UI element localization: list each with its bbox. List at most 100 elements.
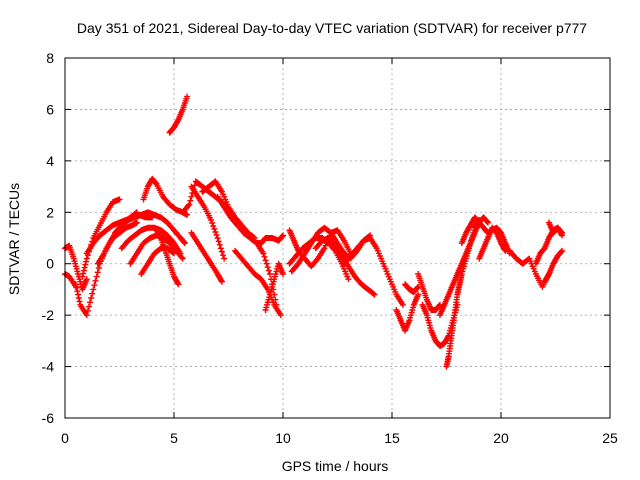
data-point	[73, 284, 80, 291]
data-point	[83, 258, 90, 265]
data-point	[92, 277, 99, 284]
data-point	[169, 249, 176, 256]
series-arc26	[341, 235, 406, 308]
series-arc27	[393, 291, 422, 334]
series-arc20	[247, 232, 286, 247]
data-point	[260, 250, 267, 257]
data-point	[83, 276, 90, 283]
data-point	[214, 235, 221, 241]
data-point	[95, 265, 102, 271]
data-point	[75, 295, 82, 301]
data-point	[218, 277, 225, 284]
data-point	[188, 193, 195, 200]
data-point	[88, 295, 95, 301]
data-point	[444, 334, 451, 340]
x-tick-label: 5	[170, 430, 178, 446]
data-point	[208, 217, 215, 223]
y-tick-label: 2	[46, 204, 54, 220]
data-point	[79, 273, 86, 280]
series-arc15	[188, 183, 228, 262]
data-point	[94, 269, 101, 276]
data-point	[262, 257, 269, 264]
data-point	[74, 288, 81, 295]
data-point	[209, 220, 216, 226]
data-point	[184, 93, 191, 100]
x-tick-label: 25	[602, 430, 618, 446]
data-point	[345, 276, 352, 283]
data-point	[80, 267, 87, 274]
x-axis-label: GPS time / hours	[282, 458, 389, 474]
y-tick-label: 4	[46, 153, 54, 169]
y-axis-label: SDTVAR / TECUs	[6, 183, 22, 295]
data-point	[218, 248, 225, 255]
data-point	[210, 223, 217, 229]
data-point	[185, 202, 192, 209]
series-arc18	[214, 193, 280, 308]
x-tick-label: 10	[275, 430, 291, 446]
y-tick-label: -2	[42, 307, 55, 323]
data-point	[436, 302, 443, 309]
data-point	[82, 261, 89, 268]
y-tick-label: -6	[42, 410, 55, 426]
data-point	[221, 255, 228, 262]
data-point	[371, 291, 378, 298]
y-tick-label: 0	[46, 256, 54, 272]
data-point	[213, 232, 220, 238]
series-arc9	[127, 232, 186, 267]
y-tick-label: 6	[46, 101, 54, 117]
data-point	[184, 211, 191, 218]
data-point	[220, 252, 227, 259]
data-point	[84, 307, 91, 314]
series-arc21	[262, 260, 286, 313]
data-point	[216, 241, 223, 248]
series-arc25	[312, 235, 378, 298]
data-point	[263, 260, 270, 267]
series-arc28	[402, 281, 422, 295]
data-point	[181, 240, 188, 247]
data-point	[175, 281, 182, 288]
data-point	[484, 218, 491, 225]
data-point	[181, 239, 188, 246]
data-point	[91, 282, 98, 289]
series-arc12	[153, 227, 182, 288]
data-point	[211, 226, 218, 232]
data-point	[280, 271, 286, 277]
series-arc34	[476, 224, 509, 262]
data-point	[545, 272, 552, 279]
data-point	[265, 267, 272, 274]
data-point	[87, 299, 94, 306]
series-arc37	[541, 247, 566, 285]
data-point	[559, 247, 566, 254]
data-point	[218, 278, 225, 285]
series-arc1	[62, 242, 90, 293]
chart-title: Day 351 of 2021, Sidereal Day-to-day VTE…	[77, 20, 587, 36]
data-point	[266, 271, 273, 277]
series-arc7	[112, 209, 188, 247]
data-point	[83, 312, 90, 319]
data-point	[261, 253, 268, 260]
data-point	[217, 245, 224, 252]
data-point	[76, 298, 83, 305]
series-arc35	[506, 247, 552, 290]
tick-labels: 0 5 10 15 20 25 -6 -4 -2 0 2 4 6 8	[42, 50, 618, 446]
data-point	[280, 232, 286, 239]
data-point	[187, 197, 194, 204]
data-point	[558, 231, 565, 238]
axis-ticks	[64, 57, 611, 419]
data-point	[399, 301, 406, 308]
data-point	[484, 219, 491, 226]
series-arc4	[79, 196, 123, 280]
series-arc30	[415, 271, 443, 313]
data-point	[414, 284, 421, 291]
data-point	[179, 255, 186, 262]
data-point	[264, 264, 271, 271]
x-tick-label: 15	[384, 430, 400, 446]
x-tick-label: 20	[493, 430, 509, 446]
data-point	[93, 273, 100, 280]
data-point	[81, 264, 88, 271]
data-point	[558, 248, 565, 255]
data-points	[62, 93, 566, 370]
data-point	[90, 286, 97, 293]
data-point	[174, 280, 181, 286]
data-point	[85, 303, 92, 310]
